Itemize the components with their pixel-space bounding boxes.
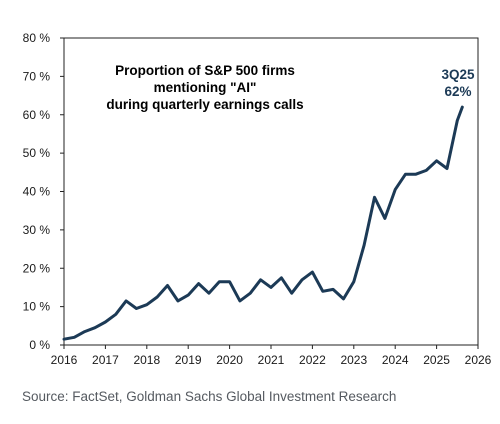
x-tick-label: 2024 [382,353,409,367]
x-tick-label: 2017 [92,353,119,367]
y-tick-label: 50 % [23,146,51,160]
chart-title-line-2: mentioning "AI" [154,80,257,95]
source-note: Source: FactSet, Goldman Sachs Global In… [22,389,397,404]
annotation-label: 3Q25 [441,67,475,82]
x-tick-label: 2026 [465,353,492,367]
x-tick-label: 2020 [216,353,243,367]
y-tick-label: 80 % [23,31,51,45]
x-tick-label: 2018 [133,353,160,367]
series-line [62,105,464,341]
y-tick-label: 60 % [23,108,51,122]
plot-frame [63,37,479,346]
chart-title-line-1: Proportion of S&P 500 firms [115,63,295,78]
y-tick-label: 20 % [23,261,51,275]
series-layer [62,105,464,341]
y-tick-label: 10 % [23,300,51,314]
chart-title-line-3: during quarterly earnings calls [106,97,303,112]
y-tick-label: 70 % [23,69,51,83]
y-tick-label: 0 % [29,338,50,352]
annotation-value: 62% [444,84,471,99]
x-tick-label: 2023 [340,353,367,367]
x-tick-label: 2019 [175,353,202,367]
y-axis: 0 % 10 % 20 % 30 % 40 % 50 % 60 % 70 % 80 % [23,31,64,352]
y-tick-label: 40 % [23,185,51,199]
x-tick-label: 2016 [51,353,78,367]
x-axis: 2016 2017 2018 2019 2020 2021 2022 2023 2024 2025… [51,345,492,367]
x-tick-label: 2022 [299,353,326,367]
y-tick-label: 30 % [23,223,51,237]
x-tick-label: 2021 [258,353,285,367]
x-tick-label: 2025 [423,353,450,367]
